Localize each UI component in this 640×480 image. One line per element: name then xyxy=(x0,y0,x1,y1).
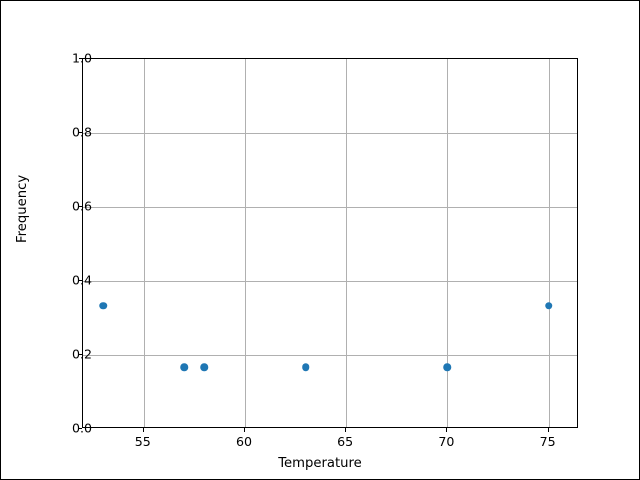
x-tick-label: 55 xyxy=(134,434,151,449)
data-point xyxy=(200,363,209,371)
y-tick-label: 0.2 xyxy=(72,346,93,362)
plot-axes-area xyxy=(82,58,578,428)
y-tick-mark xyxy=(78,206,82,207)
y-tick-label: 0.8 xyxy=(72,124,93,140)
gridline-vertical xyxy=(244,59,246,427)
data-point xyxy=(544,302,553,310)
x-tick-mark xyxy=(142,428,144,432)
x-tick-label: 75 xyxy=(539,434,556,449)
data-point xyxy=(180,363,188,371)
y-tick-mark xyxy=(78,280,82,281)
x-tick-mark xyxy=(345,428,347,432)
gridline-horizontal xyxy=(83,207,577,208)
y-tick-label: 0.6 xyxy=(72,198,93,214)
y-tick-label: 0.4 xyxy=(72,272,93,288)
x-tick-label: 60 xyxy=(235,434,252,449)
data-point xyxy=(301,363,310,371)
x-tick-mark xyxy=(243,428,245,432)
x-tick-mark xyxy=(446,428,448,432)
gridline-vertical xyxy=(143,59,145,427)
y-tick-label: 1.0 xyxy=(72,50,93,66)
x-axis-title: Temperature xyxy=(278,456,362,471)
y-tick-mark xyxy=(78,354,82,355)
x-tick-mark xyxy=(547,428,549,432)
y-tick-label: 0.0 xyxy=(72,420,93,436)
gridline-vertical xyxy=(346,59,348,427)
x-tick-label: 70 xyxy=(438,434,455,449)
y-tick-mark xyxy=(78,58,82,59)
gridline-horizontal xyxy=(83,355,577,356)
y-tick-mark xyxy=(78,132,82,133)
gridline-vertical xyxy=(548,59,550,427)
gridline-horizontal xyxy=(83,281,577,282)
gridline-vertical xyxy=(447,59,449,427)
gridline-horizontal xyxy=(83,133,577,134)
y-tick-mark xyxy=(78,428,82,429)
data-point xyxy=(443,363,452,371)
y-axis-title: Frequency xyxy=(15,174,30,243)
data-point xyxy=(99,302,107,310)
x-tick-label: 65 xyxy=(337,434,354,449)
